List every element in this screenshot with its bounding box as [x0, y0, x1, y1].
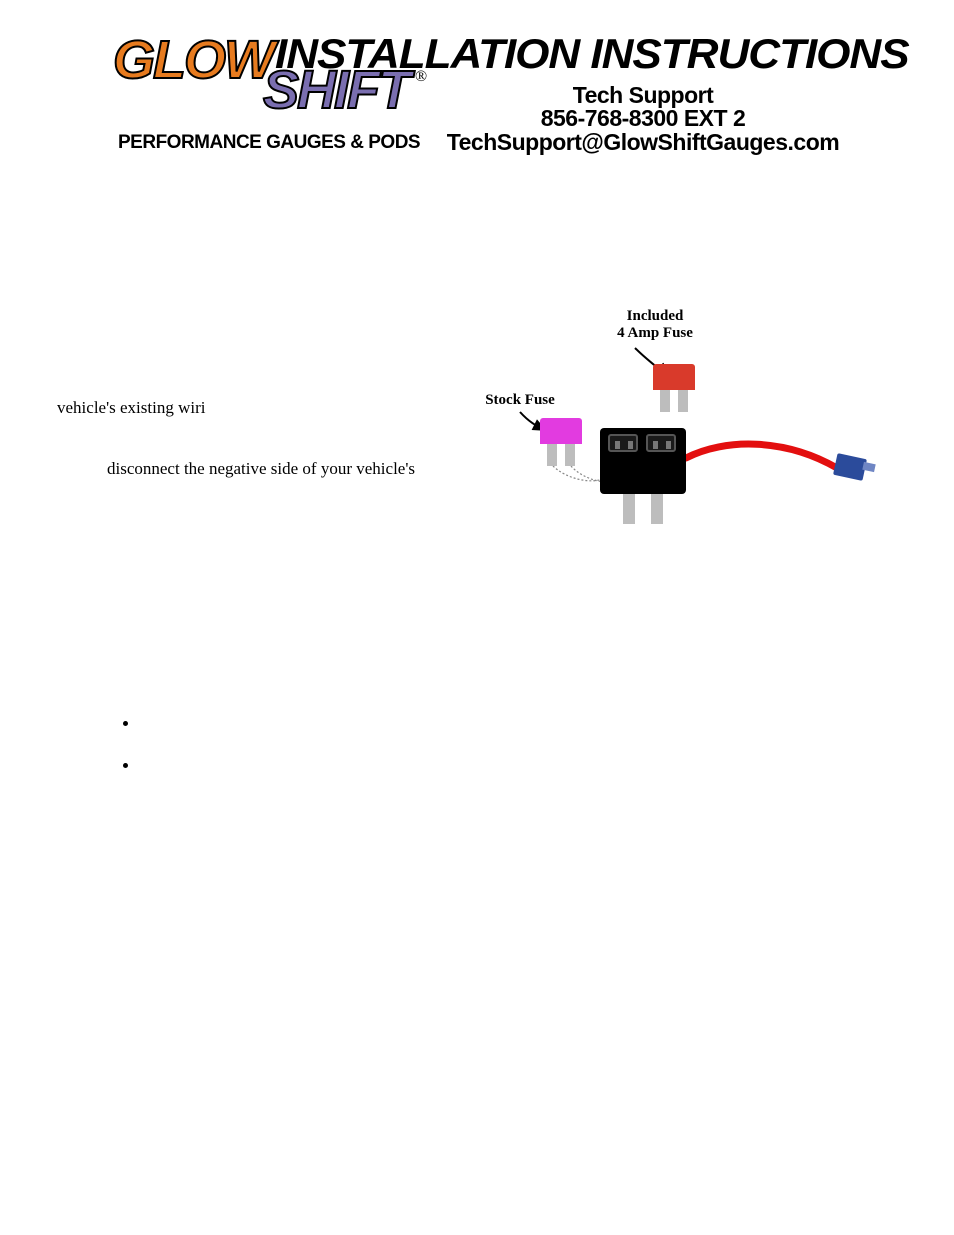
fuse-tap-body-icon — [600, 428, 686, 494]
document-header: GLOW SHIFT ® PERFORMANCE GAUGES & PODS I… — [113, 24, 883, 174]
body-text-fragment-2: disconnect the negative side of your veh… — [107, 459, 415, 479]
wire-path — [686, 444, 837, 468]
fuse-tap-leg — [623, 494, 635, 524]
page-title: INSTALLATION INSTRUCTIONS — [275, 30, 909, 78]
bullet-item — [140, 756, 144, 776]
diagram-svg — [465, 308, 895, 538]
included-fuse-leg — [678, 390, 688, 412]
body-text-fragment-1: vehicle's existing wiri — [57, 398, 205, 418]
fuse-tap-leg — [651, 494, 663, 524]
fuse-tap-diagram: Included 4 Amp Fuse Stock Fuse — [465, 308, 895, 538]
stock-fuse-icon — [540, 418, 582, 444]
logo-tagline: PERFORMANCE GAUGES & PODS — [118, 132, 420, 154]
bullet-item — [140, 714, 144, 734]
included-fuse-leg — [660, 390, 670, 412]
fuse-tap-slot — [646, 434, 676, 452]
logo-glow-text: GLOW — [113, 40, 273, 81]
wire-connector-icon — [835, 456, 865, 478]
bullet-list — [140, 714, 144, 798]
tech-support-label: Tech Support — [423, 84, 863, 107]
stock-fuse-leg — [565, 444, 575, 466]
tech-support-block: Tech Support 856-768-8300 EXT 2 TechSupp… — [423, 84, 863, 154]
tech-support-phone: 856-768-8300 EXT 2 — [423, 107, 863, 130]
included-fuse-icon — [653, 364, 695, 390]
stock-fuse-leg — [547, 444, 557, 466]
tech-support-email: TechSupport@GlowShiftGauges.com — [423, 131, 863, 154]
fuse-tap-slot — [608, 434, 638, 452]
